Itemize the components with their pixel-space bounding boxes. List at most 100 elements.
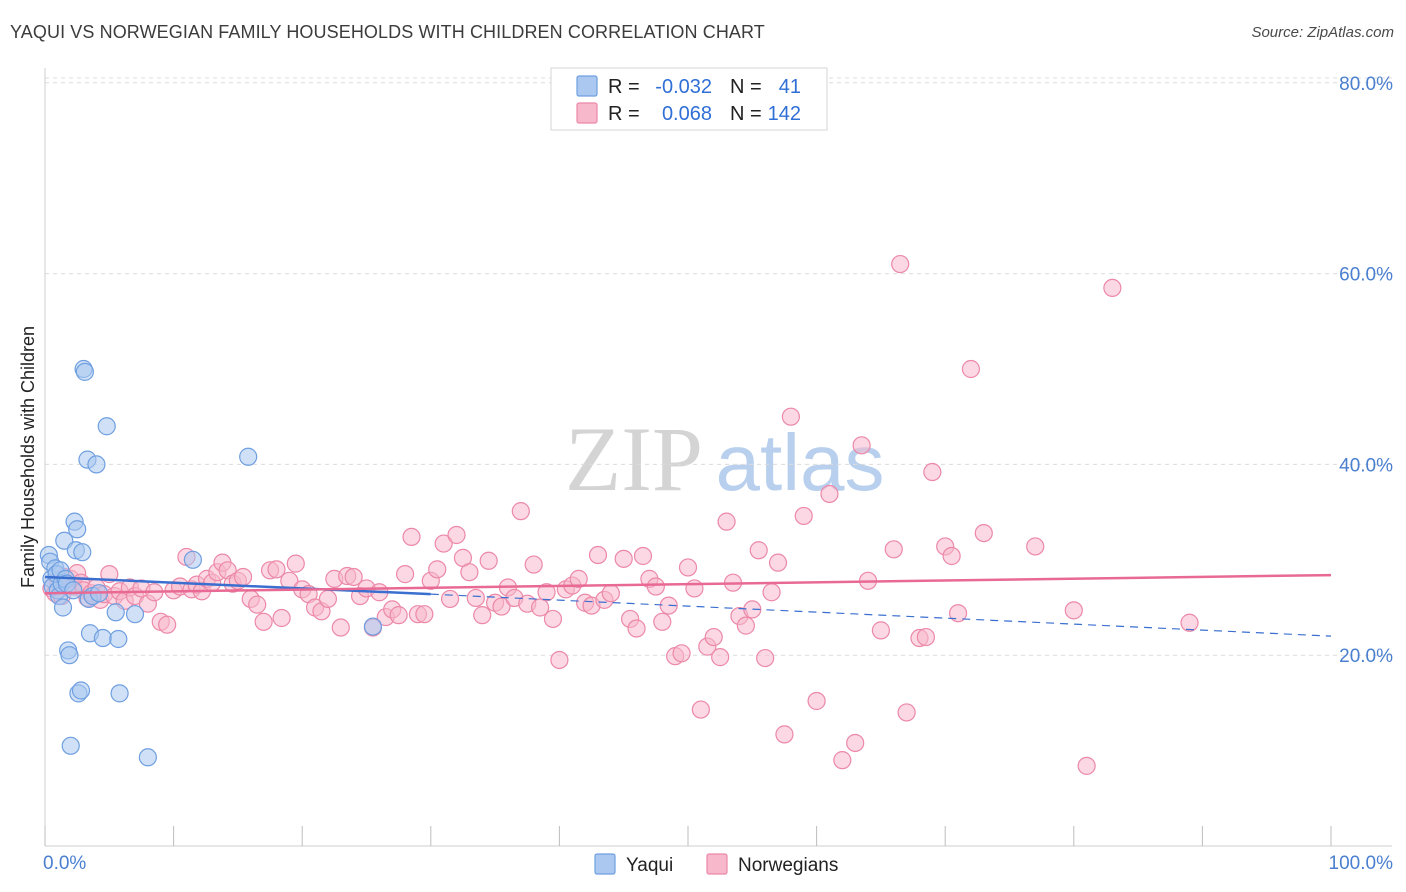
yaqui-point-23 xyxy=(73,543,92,562)
norwegians-point-108 xyxy=(678,558,698,577)
y-tick-labels: 20.0% 40.0% 60.0% 80.0% xyxy=(1339,74,1393,667)
yaqui-point-32 xyxy=(93,628,112,648)
norwegians-point-101 xyxy=(633,546,653,566)
yaqui-trend-line-dashed xyxy=(430,593,1332,637)
norwegians-point-128 xyxy=(833,751,852,770)
bottom-legend-label-yaqui: Yaqui xyxy=(626,855,673,876)
yaqui-point-37 xyxy=(125,605,145,624)
norwegians-point-133 xyxy=(884,540,903,559)
legend-n-value-norwegians: 142 xyxy=(768,103,801,125)
norwegians-point-122 xyxy=(768,553,788,572)
norwegians-point-75 xyxy=(460,563,479,582)
norwegians-point-43 xyxy=(254,612,273,631)
norwegians-point-124 xyxy=(781,407,800,426)
yaqui-point-38 xyxy=(138,748,157,767)
norwegians-point-148 xyxy=(1180,613,1199,632)
series-legend: Yaqui Norwegians xyxy=(594,853,838,876)
norwegians-point-16 xyxy=(100,565,119,584)
legend-n-value-yaqui: 41 xyxy=(779,76,801,98)
axes xyxy=(44,68,1392,847)
norwegians-point-65 xyxy=(395,565,415,584)
norwegians-point-129 xyxy=(846,733,865,753)
stats-legend: R = -0.032 N = 41 R = 0.068 N = 142 xyxy=(550,67,828,131)
norwegians-point-118 xyxy=(743,600,762,619)
yaqui-point-39 xyxy=(183,550,202,569)
norwegians-point-144 xyxy=(1026,537,1045,556)
source-credit: Source: ZipAtlas.com xyxy=(1251,24,1394,41)
norwegians-point-77 xyxy=(473,606,492,625)
watermark: ZIP atlas xyxy=(565,408,884,510)
yaqui-point-36 xyxy=(110,684,129,703)
x-tick-labels: 0.0% 100.0% xyxy=(43,853,1393,874)
norwegians-point-73 xyxy=(447,525,466,545)
norwegians-point-46 xyxy=(272,608,291,628)
y-tick-label-20: 20.0% xyxy=(1339,646,1393,667)
norwegians-point-127 xyxy=(820,484,839,504)
watermark-atlas: atlas xyxy=(716,418,885,507)
norwegians-point-80 xyxy=(492,597,511,616)
norwegians-point-112 xyxy=(704,627,723,647)
legend-r-value-norwegians: 0.068 xyxy=(662,103,712,125)
norwegians-point-142 xyxy=(961,359,981,379)
bottom-legend-swatch-yaqui xyxy=(594,853,616,875)
x-tick-label-max: 100.0% xyxy=(1329,853,1394,874)
norwegians-point-140 xyxy=(942,546,961,566)
norwegians-point-146 xyxy=(1077,756,1096,775)
norwegians-point-71 xyxy=(434,534,453,553)
y-axis-label: Family Households with Children xyxy=(18,326,38,588)
yaqui-point-40 xyxy=(239,447,258,466)
norwegians-point-135 xyxy=(897,703,916,722)
norwegians-point-98 xyxy=(614,549,633,568)
legend-r-label-norwegians: R = xyxy=(608,103,640,125)
gridlines xyxy=(45,77,1392,656)
norwegians-point-72 xyxy=(440,589,460,609)
yaqui-point-20 xyxy=(68,520,87,539)
norwegians-point-126 xyxy=(807,691,826,711)
y-tick-label-80: 80.0% xyxy=(1339,74,1393,95)
norwegians-point-66 xyxy=(402,527,421,547)
norwegians-point-113 xyxy=(711,648,730,667)
norwegians-point-57 xyxy=(344,567,363,587)
yaqui-point-16 xyxy=(61,736,80,755)
yaqui-point-30 xyxy=(87,455,106,474)
bottom-legend-swatch-norwegians xyxy=(706,853,728,875)
norwegians-point-138 xyxy=(923,462,942,482)
norwegians-point-114 xyxy=(717,512,736,531)
norwegians-point-70 xyxy=(428,560,447,579)
legend-swatch-norwegians xyxy=(576,102,598,124)
norwegians-point-85 xyxy=(524,555,543,574)
norwegians-point-109 xyxy=(685,579,704,598)
norwegians-point-137 xyxy=(916,627,936,647)
legend-r-value-yaqui: -0.032 xyxy=(655,76,712,98)
norwegians-point-104 xyxy=(653,612,672,631)
norwegians-point-125 xyxy=(794,506,813,526)
norwegians-point-130 xyxy=(852,436,871,455)
y-tick-label-40: 40.0% xyxy=(1339,455,1393,476)
norwegians-point-132 xyxy=(871,621,891,640)
norwegians-point-107 xyxy=(672,644,691,663)
legend-swatch-yaqui xyxy=(576,75,598,97)
norwegians-point-95 xyxy=(588,545,608,565)
yaqui-point-34 xyxy=(106,603,125,622)
norwegians-point-88 xyxy=(543,609,563,629)
yaqui-point-15 xyxy=(60,646,79,665)
norwegians-point-147 xyxy=(1103,278,1122,298)
norwegians-trend-line xyxy=(44,573,1332,595)
norwegians-point-89 xyxy=(550,650,569,670)
norwegians-point-103 xyxy=(646,577,665,596)
norwegians-point-42 xyxy=(248,595,267,614)
norwegians-point-120 xyxy=(756,648,775,668)
yaqui-trend-line-solid xyxy=(44,575,431,596)
legend-n-label-norwegians: N = xyxy=(730,103,762,125)
norwegians-point-110 xyxy=(691,700,710,719)
norwegians-point-121 xyxy=(762,583,781,602)
norwegians-point-141 xyxy=(948,604,968,623)
norwegians-point-145 xyxy=(1064,601,1083,620)
legend-r-label-yaqui: R = xyxy=(608,76,640,98)
yaqui-point-41 xyxy=(363,617,383,636)
legend-n-label-yaqui: N = xyxy=(730,76,762,98)
norwegians-point-92 xyxy=(569,569,588,588)
norwegians-point-83 xyxy=(511,502,530,521)
norwegians-point-26 xyxy=(158,615,177,634)
norwegians-point-119 xyxy=(749,541,768,560)
